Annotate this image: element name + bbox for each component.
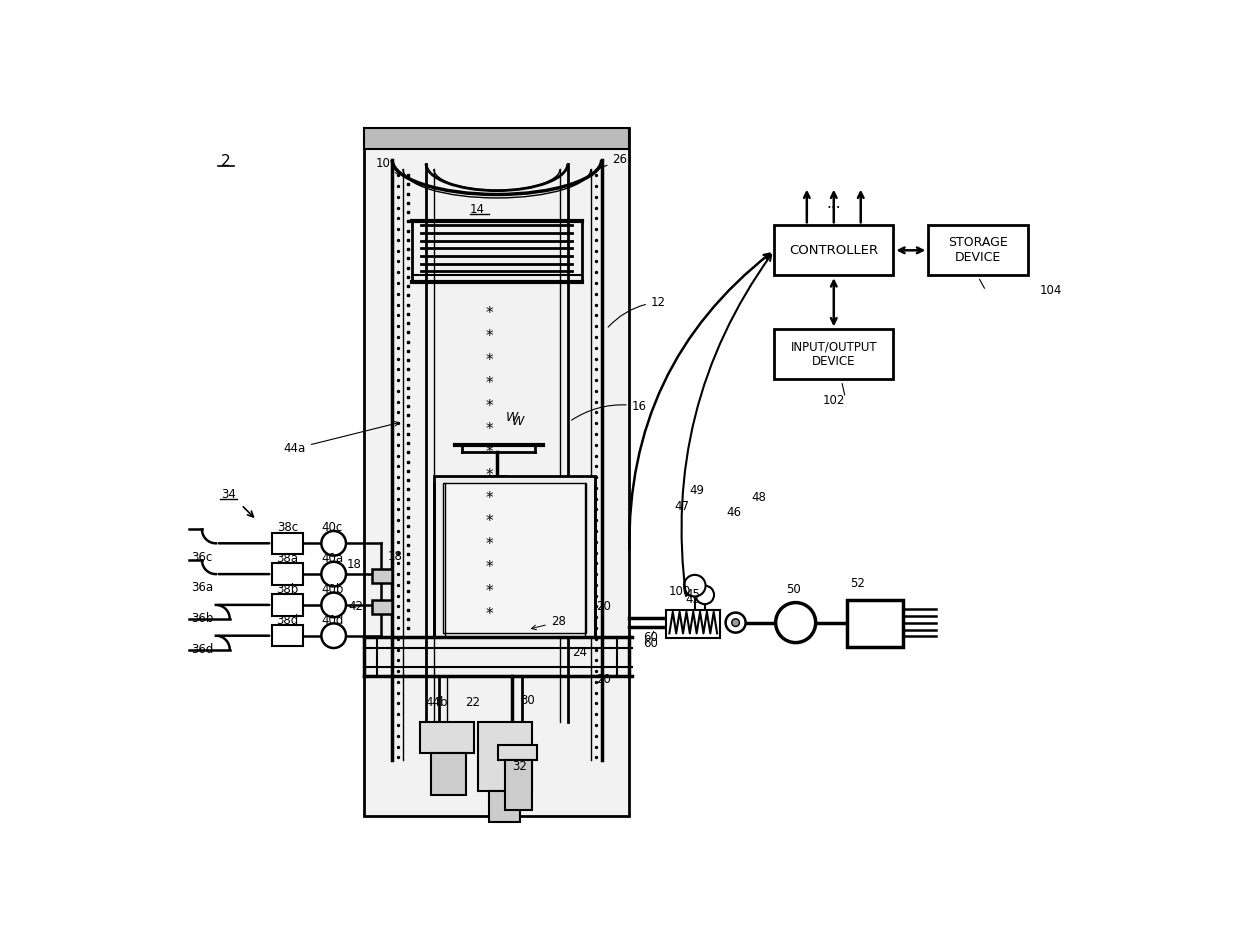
Text: 22: 22 xyxy=(465,696,480,709)
Text: 38b: 38b xyxy=(277,583,299,596)
Text: *: * xyxy=(485,561,494,576)
Text: 38a: 38a xyxy=(277,552,299,565)
Text: *: * xyxy=(485,421,494,437)
Text: 46: 46 xyxy=(727,506,742,519)
Text: 32: 32 xyxy=(512,760,527,773)
Text: 104: 104 xyxy=(1040,284,1063,297)
Text: 30: 30 xyxy=(521,694,536,706)
Text: 20: 20 xyxy=(595,600,610,613)
Bar xyxy=(498,745,537,760)
Text: INPUT/OUTPUT
DEVICE: INPUT/OUTPUT DEVICE xyxy=(790,340,877,368)
Text: 18: 18 xyxy=(346,559,361,571)
Text: ...: ... xyxy=(827,196,841,211)
Text: 45: 45 xyxy=(686,593,701,619)
Bar xyxy=(272,594,303,616)
Bar xyxy=(774,225,894,276)
Text: 36d: 36d xyxy=(191,643,213,656)
Bar xyxy=(272,532,303,554)
Bar xyxy=(490,792,520,822)
Text: 20: 20 xyxy=(595,673,610,686)
Text: 26: 26 xyxy=(595,153,627,170)
Text: *: * xyxy=(485,491,494,506)
Bar xyxy=(372,569,392,583)
Bar xyxy=(847,599,903,647)
Text: *: * xyxy=(485,306,494,321)
Circle shape xyxy=(321,562,346,586)
Bar xyxy=(505,760,532,811)
Bar xyxy=(420,722,474,753)
Circle shape xyxy=(321,531,346,556)
Text: *: * xyxy=(485,376,494,391)
Bar xyxy=(434,475,595,637)
Bar xyxy=(477,722,532,792)
Bar xyxy=(365,128,630,816)
Text: 10: 10 xyxy=(376,157,399,175)
Text: *: * xyxy=(485,583,494,599)
Text: *: * xyxy=(485,607,494,621)
Text: *: * xyxy=(485,330,494,345)
Bar xyxy=(432,753,466,795)
Text: *: * xyxy=(485,537,494,552)
Text: 40c: 40c xyxy=(321,522,342,534)
Text: 48: 48 xyxy=(751,491,766,504)
Text: *: * xyxy=(485,514,494,529)
Text: 42: 42 xyxy=(348,600,363,613)
Bar xyxy=(372,600,392,615)
Text: 102: 102 xyxy=(822,394,844,407)
Text: 36a: 36a xyxy=(191,581,213,595)
Bar xyxy=(774,330,894,380)
Text: 40a: 40a xyxy=(321,552,343,565)
Text: W: W xyxy=(506,411,518,424)
Text: 100: 100 xyxy=(670,584,691,598)
Text: 24: 24 xyxy=(573,646,588,659)
Text: 60: 60 xyxy=(644,631,658,644)
Text: W: W xyxy=(512,415,525,428)
Bar xyxy=(272,625,303,647)
Text: *: * xyxy=(485,399,494,414)
Text: 36b: 36b xyxy=(191,613,213,625)
Text: *: * xyxy=(485,445,494,460)
Circle shape xyxy=(321,623,346,648)
Text: 28: 28 xyxy=(532,616,565,630)
Text: 34: 34 xyxy=(222,489,237,501)
Text: 44a: 44a xyxy=(284,421,399,456)
Circle shape xyxy=(684,575,706,597)
Text: *: * xyxy=(485,468,494,483)
Text: 36c: 36c xyxy=(191,550,212,563)
Text: 40d: 40d xyxy=(321,614,343,627)
Text: 52: 52 xyxy=(849,577,864,590)
Text: *: * xyxy=(485,352,494,367)
Text: 38d: 38d xyxy=(277,614,299,627)
Bar xyxy=(928,225,1028,276)
Circle shape xyxy=(732,618,739,627)
Circle shape xyxy=(776,602,816,643)
Bar xyxy=(365,128,630,149)
Text: 2: 2 xyxy=(221,153,231,169)
Text: 14: 14 xyxy=(470,204,485,217)
Text: CONTROLLER: CONTROLLER xyxy=(789,243,878,257)
Text: STORAGE
DEVICE: STORAGE DEVICE xyxy=(949,237,1008,264)
Circle shape xyxy=(725,613,745,633)
Text: 12: 12 xyxy=(608,295,666,327)
Text: 40b: 40b xyxy=(321,583,343,596)
Text: 38c: 38c xyxy=(277,522,298,534)
Text: 16: 16 xyxy=(572,400,646,420)
Text: 45: 45 xyxy=(686,588,701,601)
Text: 50: 50 xyxy=(786,583,801,596)
Text: 47: 47 xyxy=(675,500,689,513)
Text: 18: 18 xyxy=(388,550,403,563)
Text: 49: 49 xyxy=(689,485,704,497)
Bar xyxy=(443,483,587,634)
Text: 60: 60 xyxy=(644,637,658,650)
Bar xyxy=(272,563,303,585)
Circle shape xyxy=(321,593,346,617)
Bar xyxy=(666,610,720,638)
Circle shape xyxy=(696,585,714,604)
Text: 44b: 44b xyxy=(425,696,448,709)
